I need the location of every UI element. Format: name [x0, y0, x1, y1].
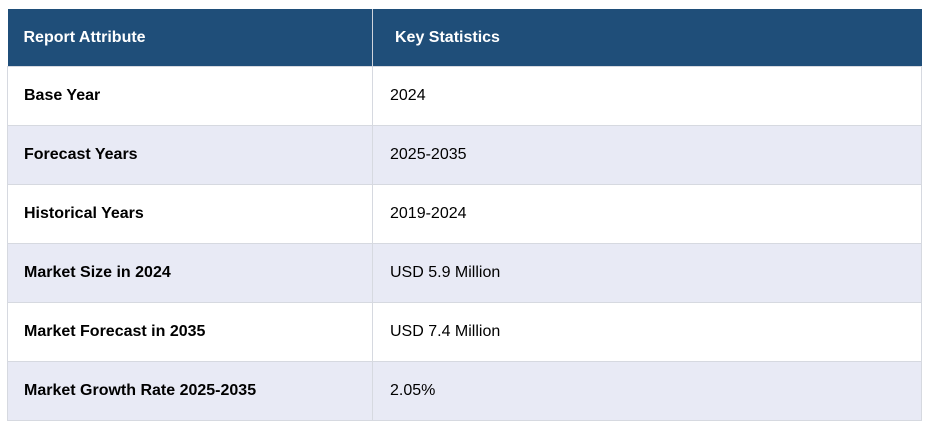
header-report-attribute: Report Attribute: [7, 9, 373, 67]
attribute-cell: Base Year: [7, 66, 373, 126]
attribute-cell: Market Forecast in 2035: [7, 302, 373, 362]
table-row: Market Forecast in 2035 USD 7.4 Million: [7, 302, 922, 362]
table-row: Market Size in 2024 USD 5.9 Million: [7, 243, 922, 303]
table-row: Forecast Years 2025-2035: [7, 125, 922, 185]
report-statistics-table: Report Attribute Key Statistics Base Yea…: [7, 9, 922, 421]
value-cell: USD 7.4 Million: [372, 302, 922, 362]
header-key-statistics: Key Statistics: [372, 9, 922, 67]
value-cell: 2025-2035: [372, 125, 922, 185]
table-row: Base Year 2024: [7, 66, 922, 126]
attribute-cell: Forecast Years: [7, 125, 373, 185]
table-body: Base Year 2024 Forecast Years 2025-2035 …: [7, 66, 922, 421]
attribute-cell: Market Growth Rate 2025-2035: [7, 361, 373, 421]
table-row: Market Growth Rate 2025-2035 2.05%: [7, 361, 922, 421]
report-table-container: Report Attribute Key Statistics Base Yea…: [7, 9, 922, 421]
table-header: Report Attribute Key Statistics: [7, 9, 922, 67]
header-row: Report Attribute Key Statistics: [7, 9, 922, 67]
value-cell: 2024: [372, 66, 922, 126]
attribute-cell: Historical Years: [7, 184, 373, 244]
attribute-cell: Market Size in 2024: [7, 243, 373, 303]
table-row: Historical Years 2019-2024: [7, 184, 922, 244]
value-cell: USD 5.9 Million: [372, 243, 922, 303]
value-cell: 2019-2024: [372, 184, 922, 244]
value-cell: 2.05%: [372, 361, 922, 421]
